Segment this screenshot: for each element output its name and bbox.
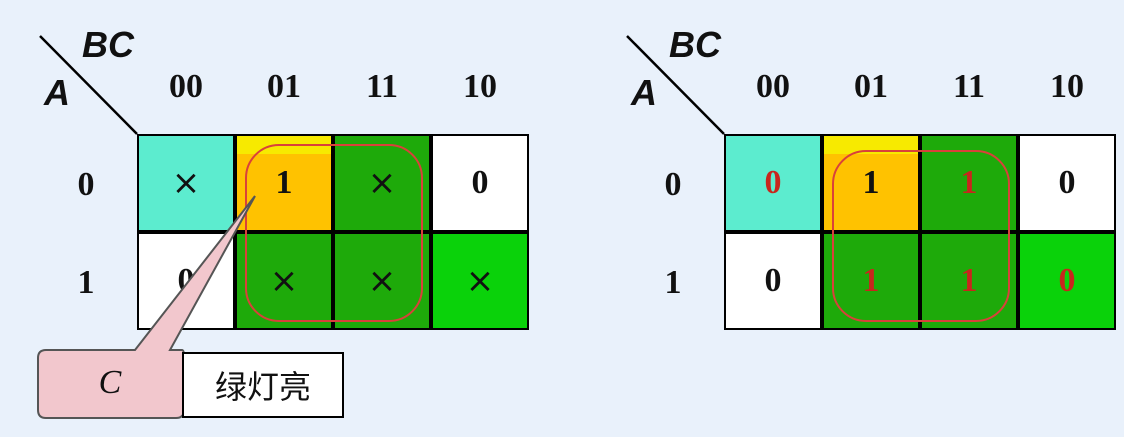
cell-a1-bc10: × [431,232,529,330]
cell-a1-bc01: × [235,232,333,330]
kmap-left: BC A 00 01 11 10 0 1 × 1 × 0 0 × × × C 绿… [0,0,529,419]
callout-text: C [98,364,122,401]
col-label: 00 [756,68,790,105]
row-label: 1 [77,264,95,301]
cell-a1-bc10: 0 [1018,232,1116,330]
col-label: 11 [365,68,399,105]
cell-a0-bc00: × [137,134,235,232]
cell-a0-bc10: 0 [431,134,529,232]
col-variable-label: BC [669,24,721,65]
col-label: 01 [854,68,888,105]
row-label: 1 [664,264,682,301]
col-label: 10 [1050,68,1084,105]
corner-diagonal [39,35,138,135]
cell-a1-bc00: 0 [724,232,822,330]
cell-a0-bc01: 1 [235,134,333,232]
kmap-grid: × 1 × 0 0 × × × [137,134,531,330]
cell-a0-bc00: 0 [724,134,822,232]
row-label: 0 [664,166,682,203]
cell-a0-bc11: × [333,134,431,232]
col-label: 10 [463,68,497,105]
kmap-grid: 0 1 1 0 0 1 1 0 [724,134,1118,330]
green-light-label: 绿灯亮 [182,352,344,418]
col-variable-label: BC [82,24,134,65]
row-variable-label: A [631,72,657,113]
cell-a0-bc01: 1 [822,134,920,232]
col-label: 00 [169,68,203,105]
corner-diagonal [626,35,725,135]
cell-a0-bc10: 0 [1018,134,1116,232]
col-label: 11 [952,68,986,105]
cell-a1-bc01: 1 [822,232,920,330]
cell-a1-bc11: × [333,232,431,330]
cell-a1-bc11: 1 [920,232,1018,330]
row-variable-label: A [44,72,70,113]
kmap-right: BC A 00 01 11 10 0 1 0 1 1 0 0 1 1 0 [587,0,1116,340]
row-label: 0 [77,166,95,203]
callout-bubble [37,195,256,419]
cell-a0-bc11: 1 [920,134,1018,232]
col-label: 01 [267,68,301,105]
